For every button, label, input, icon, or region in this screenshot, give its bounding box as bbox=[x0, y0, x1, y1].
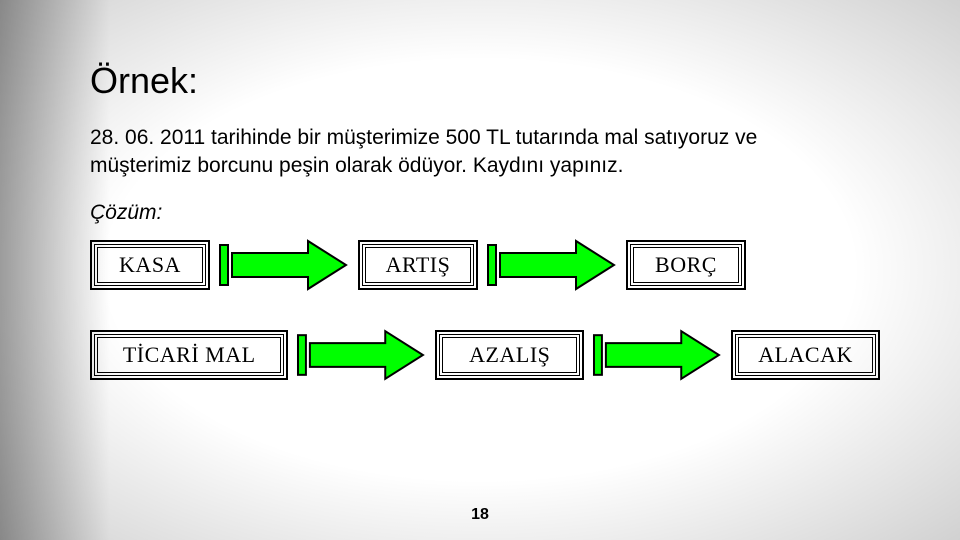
diagram-row: TİCARİ MAL AZALIŞ ALACAK bbox=[90, 329, 880, 381]
diagram-box: AZALIŞ bbox=[435, 330, 584, 380]
arrow-icon bbox=[592, 329, 723, 381]
diagram-box-label: ARTIŞ bbox=[376, 252, 461, 278]
arrow-icon bbox=[486, 239, 618, 291]
diagram-box-label: ALACAK bbox=[748, 342, 863, 368]
page-number: 18 bbox=[471, 506, 489, 524]
arrow-icon bbox=[296, 329, 427, 381]
diagram-box: KASA bbox=[90, 240, 210, 290]
arrow-icon bbox=[218, 239, 350, 291]
diagram: KASA ARTIŞ BORÇ TİCARİ MAL AZALIŞ ALACAK bbox=[90, 239, 880, 381]
slide-title: Örnek: bbox=[90, 60, 880, 102]
diagram-row: KASA ARTIŞ BORÇ bbox=[90, 239, 880, 291]
diagram-box: TİCARİ MAL bbox=[90, 330, 288, 380]
diagram-box: ARTIŞ bbox=[358, 240, 478, 290]
diagram-box: BORÇ bbox=[626, 240, 746, 290]
diagram-box-label: BORÇ bbox=[645, 252, 727, 278]
diagram-box-label: TİCARİ MAL bbox=[113, 342, 266, 368]
slide-subheading: Çözüm: bbox=[90, 201, 880, 225]
diagram-box-label: KASA bbox=[109, 252, 191, 278]
slide: Örnek: 28. 06. 2011 tarihinde bir müşter… bbox=[0, 0, 960, 540]
diagram-box-label: AZALIŞ bbox=[459, 342, 560, 368]
diagram-box: ALACAK bbox=[731, 330, 880, 380]
slide-body-text: 28. 06. 2011 tarihinde bir müşterimize 5… bbox=[90, 124, 830, 181]
